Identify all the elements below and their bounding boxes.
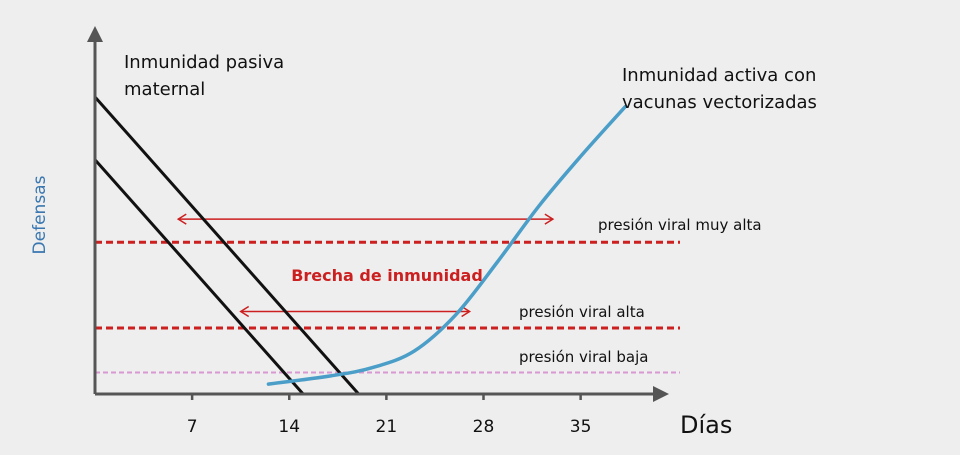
x-axis-arrowhead <box>653 386 669 402</box>
maternal-label-line2: maternal <box>124 79 205 100</box>
x-axis-label: Días <box>680 411 732 439</box>
gap-arrow-right-head-1 <box>544 213 555 225</box>
y-axis-label: Defensas <box>30 175 50 254</box>
maternal-label-line1: Inmunidad pasiva <box>124 52 284 73</box>
threshold-label-low: presión viral baja <box>519 348 648 366</box>
x-tick-label-28: 28 <box>473 417 495 437</box>
x-tick-label-35: 35 <box>570 417 592 437</box>
gap-arrow-left-head-2 <box>239 305 250 318</box>
x-tick-label-21: 21 <box>376 417 398 437</box>
active-label-line1: Inmunidad activa con <box>622 65 816 86</box>
threshold-label-very-high: presión viral muy alta <box>598 216 762 234</box>
maternal-immunity-line-2 <box>93 158 305 395</box>
immunity-gap-label: Brecha de inmunidad <box>291 266 483 285</box>
threshold-label-high: presión viral alta <box>519 303 645 321</box>
active-immunity-curve <box>266 105 627 386</box>
gap-arrow-left-head-1 <box>176 213 187 225</box>
active-label-line2: vacunas vectorizadas <box>622 92 817 113</box>
maternal-immunity-line-1 <box>93 96 360 395</box>
gap-arrow-right-head-2 <box>461 305 472 318</box>
x-tick-label-14: 14 <box>278 417 300 437</box>
y-axis-arrowhead <box>87 26 103 42</box>
x-tick-label-7: 7 <box>187 417 198 437</box>
